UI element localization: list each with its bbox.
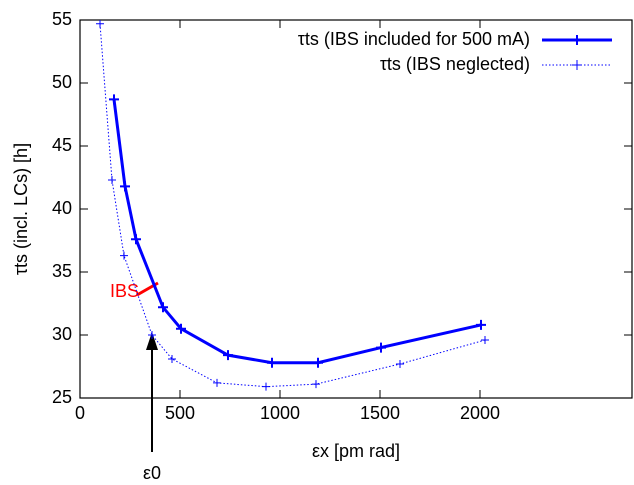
plot-frame	[79, 19, 633, 399]
legend-marker	[572, 60, 582, 70]
point-marker	[262, 382, 270, 391]
x-tick-label: 500	[165, 403, 195, 423]
y-tick-label: 55	[52, 9, 72, 29]
y-tick-label: 25	[52, 387, 72, 407]
ibs-annotation: IBS	[110, 281, 139, 301]
point-marker	[476, 319, 486, 330]
x-tick-label: 0	[75, 403, 85, 423]
point-marker	[223, 350, 233, 361]
point-marker	[176, 323, 186, 334]
point-marker	[213, 378, 221, 387]
point-marker	[158, 302, 168, 313]
y-axis-label: τts (incl. LCs) [h]	[11, 143, 31, 275]
series-line	[99, 23, 486, 388]
y-tick-label: 30	[52, 324, 72, 344]
point-marker	[109, 94, 119, 105]
plot-area	[96, 20, 489, 391]
legend-marker	[572, 35, 582, 45]
point-marker	[312, 380, 320, 389]
point-marker	[168, 354, 176, 363]
point-marker	[96, 20, 104, 28]
y-tick-label: 35	[52, 261, 72, 281]
point-marker	[481, 336, 489, 345]
x-axis-label: εx [pm rad]	[312, 441, 400, 461]
point-marker	[313, 357, 323, 368]
y-tick-label: 45	[52, 135, 72, 155]
legend-label: τts (IBS included for 500 mA)	[298, 29, 530, 49]
point-marker	[396, 359, 404, 368]
y-tick-label: 40	[52, 198, 72, 218]
x-tick-label: 1500	[360, 403, 400, 423]
x-tick-label: 1000	[260, 403, 300, 423]
point-marker	[108, 176, 116, 185]
point-marker	[120, 181, 130, 192]
series-line	[112, 99, 482, 365]
arrow-head	[146, 332, 158, 350]
point-marker	[267, 357, 277, 368]
legend-label: τts (IBS neglected)	[380, 54, 530, 74]
point-marker	[131, 234, 141, 245]
y-tick-label: 50	[52, 72, 72, 92]
epsilon-annotation: ε0	[143, 463, 161, 483]
point-marker	[120, 251, 128, 260]
x-tick-label: 2000	[460, 403, 500, 423]
point-marker	[148, 331, 156, 339]
point-marker	[376, 342, 386, 353]
